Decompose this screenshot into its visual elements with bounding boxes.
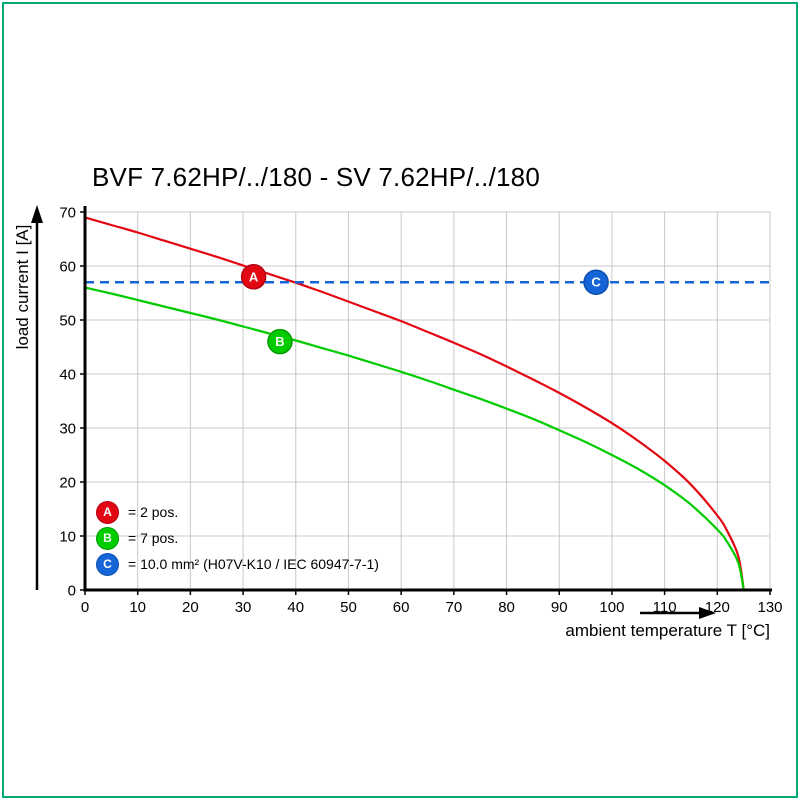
x-tick-label: 40: [287, 599, 304, 616]
y-tick-label: 40: [59, 367, 76, 384]
series-B-line: [84, 286, 745, 591]
axis-arrows: [31, 205, 716, 619]
x-tick-label: 90: [551, 599, 568, 616]
y-tick-label: 30: [59, 421, 76, 438]
x-tick-label: 60: [393, 599, 410, 616]
y-tick-label: 50: [59, 313, 76, 330]
legend-label-a: = 2 pos.: [128, 504, 179, 520]
grid: [85, 211, 771, 590]
x-tick-label: 50: [340, 599, 357, 616]
x-tick-label: 30: [235, 599, 252, 616]
x-axis-label: ambient temperature T [°C]: [565, 621, 770, 640]
y-axis-label: load current I [A]: [13, 224, 32, 350]
x-tick-label: 20: [182, 599, 199, 616]
y-tick-label: 0: [68, 583, 76, 600]
x-tick-label: 130: [757, 599, 782, 616]
legend-marker-a: A: [96, 500, 119, 524]
legend-label-b: = 7 pos.: [128, 530, 179, 546]
x-tick-label: 80: [498, 599, 515, 616]
y-tick-label: 20: [59, 475, 76, 492]
series-A-line: [84, 216, 745, 591]
legend-item-b: B = 7 pos.: [96, 525, 379, 551]
svg-text:B: B: [275, 334, 284, 349]
x-tick-label: 70: [446, 599, 463, 616]
y-tick-label: 10: [59, 529, 76, 546]
legend-item-c: C = 10.0 mm² (H07V-K10 / IEC 60947-7-1): [96, 551, 379, 577]
marker-B: B: [267, 328, 293, 355]
axes: [83, 206, 772, 592]
chart-title: BVF 7.62HP/../180 - SV 7.62HP/../180: [92, 162, 540, 192]
y-tick-label: 60: [59, 259, 76, 276]
x-tick-label: 0: [81, 599, 89, 616]
x-tick-label: 110: [653, 599, 677, 616]
y-tick-label: 70: [59, 205, 76, 222]
legend-item-a: A = 2 pos.: [96, 499, 379, 525]
svg-text:C: C: [591, 275, 601, 290]
marker-C: C: [583, 269, 609, 295]
legend-marker-c: C: [96, 552, 119, 576]
legend-label-c: = 10.0 mm² (H07V-K10 / IEC 60947-7-1): [128, 556, 379, 572]
tick-labels: 0 10 20 30 40 50 60 70 80 90 100 110 120 130 0 10 20 30 40…: [59, 205, 782, 617]
svg-text:A: A: [249, 269, 259, 284]
legend-marker-b: B: [96, 526, 119, 550]
x-tick-label: 100: [599, 599, 624, 616]
marker-A: A: [240, 264, 267, 290]
x-tick-label: 10: [129, 599, 146, 616]
x-tick-label: 120: [705, 599, 730, 616]
legend: A = 2 pos. B = 7 pos. C = 10.0 mm² (H07V…: [96, 499, 379, 577]
